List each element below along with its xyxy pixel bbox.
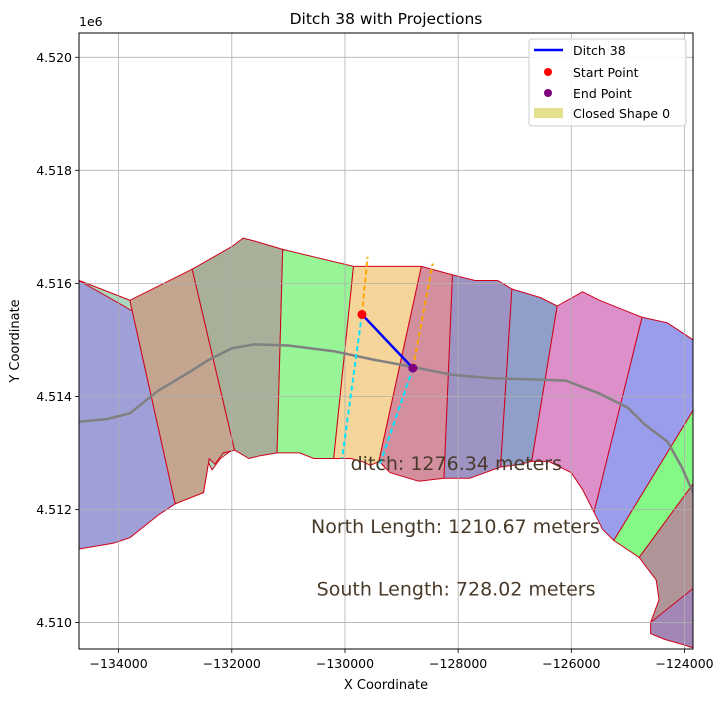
legend-ditch: Ditch 38	[573, 43, 626, 58]
legend-shape: Closed Shape 0	[573, 106, 670, 121]
centerline	[79, 343, 693, 494]
chart-title: Ditch 38 with Projections	[290, 10, 483, 28]
x-tick-label: −134000	[90, 656, 148, 671]
projection-line-2	[360, 256, 369, 315]
x-tick-label: −130000	[316, 656, 374, 671]
x-tick-label: −128000	[429, 656, 487, 671]
y-axis-label: Y Coordinate	[8, 299, 23, 383]
annotation-1: North Length: 1210.67 meters	[311, 516, 600, 538]
regions-layer	[79, 237, 693, 649]
legend-start: Start Point	[573, 65, 639, 80]
y-offset-label: 1e6	[79, 14, 103, 29]
y-tick-label: 4.520	[36, 50, 72, 65]
x-tick-label: −124000	[655, 656, 713, 671]
x-axis-label: X Coordinate	[344, 678, 428, 693]
y-tick-label: 4.512	[36, 502, 72, 517]
legend-shape-swatch	[534, 108, 563, 118]
start-point	[357, 309, 367, 319]
annotation-0: ditch: 1276.34 meters	[351, 453, 562, 475]
region-10	[593, 316, 693, 541]
y-tick-label: 4.514	[36, 389, 72, 404]
centerline-layer	[79, 343, 693, 494]
end-point	[408, 363, 418, 373]
y-tick-label: 4.516	[36, 276, 72, 291]
legend-box	[528, 38, 687, 127]
legend-end: End Point	[573, 86, 632, 101]
legend-end-swatch	[544, 89, 552, 97]
projection-line-1	[377, 367, 414, 468]
ditch-layer	[357, 309, 418, 373]
region-9	[531, 291, 643, 513]
annotations-layer: ditch: 1276.34 meters North Length: 1210.…	[311, 453, 600, 600]
x-tick-label: −132000	[203, 656, 261, 671]
x-tick-label: −126000	[542, 656, 600, 671]
y-axis-ticks: 4.510 4.512 4.514 4.516 4.518 4.520	[36, 50, 79, 630]
legend-start-swatch	[544, 68, 552, 76]
grid-layer	[79, 33, 693, 649]
plot-frame	[78, 32, 694, 650]
ditch-line	[361, 313, 414, 369]
projection-line-3	[411, 263, 434, 369]
plot-area: ditch: 1276.34 meters North Length: 1210.…	[79, 33, 693, 649]
y-tick-label: 4.518	[36, 163, 72, 178]
projection-line-0	[341, 314, 363, 459]
x-axis-ticks: −134000 −132000 −130000 −128000 −126000 −1240…	[90, 649, 714, 671]
legend: Ditch 38 Start Point End Point Closed Sh…	[528, 38, 687, 127]
y-tick-label: 4.510	[36, 615, 72, 630]
projections-layer	[341, 256, 434, 468]
annotation-2: South Length: 728.02 meters	[317, 578, 596, 600]
